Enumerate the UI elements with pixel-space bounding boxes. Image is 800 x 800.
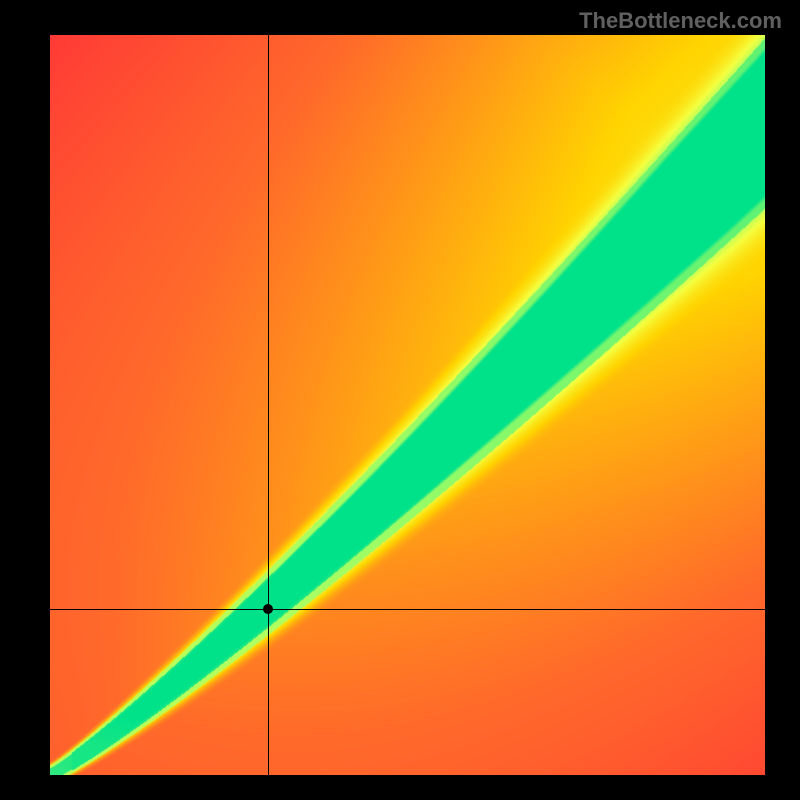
crosshair-vertical [268,35,269,775]
heatmap-canvas [50,35,765,775]
heatmap-plot [50,35,765,775]
watermark: TheBottleneck.com [579,8,782,34]
marker-point [263,604,273,614]
crosshair-horizontal [50,609,765,610]
